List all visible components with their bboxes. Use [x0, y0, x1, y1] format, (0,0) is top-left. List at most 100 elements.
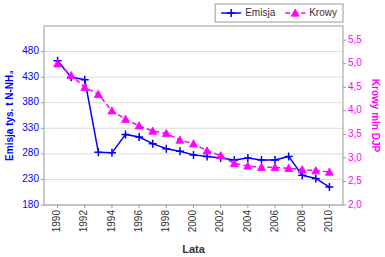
- point: [94, 148, 102, 156]
- y-tick: [41, 51, 44, 52]
- plot-data: [54, 57, 334, 191]
- y2-tick: [343, 40, 346, 41]
- x-tick: [84, 205, 85, 208]
- point: [149, 127, 157, 134]
- y-tick-label: 380: [22, 96, 39, 107]
- legend-entry: Krowy: [285, 7, 337, 18]
- grid-line: [44, 128, 343, 129]
- series: [54, 60, 334, 176]
- x-tick: [220, 205, 221, 208]
- y2-tick: [343, 157, 346, 158]
- legend-label: Krowy: [309, 7, 337, 18]
- chart: 1990199219941996199820002002200420062008…: [0, 0, 385, 257]
- y-tick-label: 180: [22, 199, 39, 210]
- y-tick: [41, 128, 44, 129]
- point: [135, 133, 143, 141]
- point: [108, 149, 116, 157]
- y2-tick-label: 3,5: [348, 128, 362, 139]
- x-tick: [111, 205, 112, 208]
- y2-tick-label: 4,0: [348, 104, 362, 115]
- x-tick: [247, 205, 248, 208]
- y-tick: [41, 179, 44, 180]
- x-tick: [275, 205, 276, 208]
- point: [162, 145, 170, 153]
- x-tick-label: 2002: [214, 210, 225, 233]
- y2-tick: [343, 181, 346, 182]
- y2-tick-label: 2,0: [348, 199, 362, 210]
- point: [94, 90, 102, 97]
- grid-line: [44, 51, 343, 52]
- y2-tick: [343, 205, 346, 206]
- point: [149, 140, 157, 148]
- point: [325, 183, 333, 191]
- x-tick: [329, 205, 330, 208]
- x-tick-label: 2000: [187, 210, 198, 233]
- point: [271, 163, 279, 170]
- point: [298, 166, 306, 173]
- point: [285, 164, 293, 171]
- y2-tick: [343, 63, 346, 64]
- point: [312, 174, 320, 182]
- y-tick: [41, 77, 44, 78]
- x-tick-label: 1998: [160, 210, 171, 233]
- x-tick-label: 1996: [133, 210, 144, 233]
- point: [244, 154, 252, 162]
- y-tick-label: 430: [22, 71, 39, 82]
- y-tick-label: 480: [22, 45, 39, 56]
- x-axis-title: Lata: [182, 243, 206, 255]
- x-tick-label: 1990: [51, 210, 62, 233]
- x-tick: [193, 205, 194, 208]
- legend: Emisja Krowy: [215, 4, 343, 22]
- point: [244, 162, 252, 169]
- x-tick-label: 2010: [323, 210, 334, 233]
- point: [81, 83, 89, 90]
- y-tick: [41, 153, 44, 154]
- y-tick: [41, 102, 44, 103]
- y2-tick-label: 2,5: [348, 175, 362, 186]
- point: [190, 140, 198, 147]
- x-tick-label: 2004: [242, 210, 253, 233]
- grid: [44, 52, 343, 205]
- point: [257, 163, 265, 170]
- grid-line: [44, 77, 343, 78]
- point: [312, 167, 320, 174]
- point: [122, 130, 130, 138]
- y-axis-left: 180230280330380430480: [22, 45, 44, 209]
- point: [176, 136, 184, 143]
- series-line: [58, 64, 330, 172]
- legend-label: Emisja: [245, 7, 275, 18]
- legend-entry: Emisja: [221, 7, 275, 18]
- point: [217, 152, 225, 159]
- point: [176, 147, 184, 155]
- y2-tick-label: 5,0: [348, 57, 362, 68]
- y2-tick-label: 4,5: [348, 81, 362, 92]
- series: [54, 57, 334, 191]
- x-tick: [57, 205, 58, 208]
- y-axis-right: 2,0 2,5 3,0 3,5 4,0 4,5 5,0 5,5: [343, 34, 362, 210]
- x-tick-label: 1994: [106, 210, 117, 233]
- y-tick-label: 280: [22, 147, 39, 158]
- legend-marker: [291, 9, 299, 16]
- x-tick: [302, 205, 303, 208]
- point: [285, 152, 293, 160]
- y-axis-title: Emisja tys. t N-NH₃: [4, 70, 15, 161]
- x-tick-label: 1992: [78, 210, 89, 233]
- point: [230, 160, 238, 167]
- point: [67, 71, 75, 78]
- x-tick-label: 2006: [269, 210, 280, 233]
- point: [108, 107, 116, 114]
- y-tick-label: 330: [22, 122, 39, 133]
- plot-frame: [44, 26, 343, 205]
- legend-marker: [227, 9, 235, 17]
- x-tick: [166, 205, 167, 208]
- y2-axis-title: Krowy mln DJP: [370, 79, 381, 153]
- legend-frame: [215, 4, 343, 22]
- point: [162, 129, 170, 136]
- y2-tick: [343, 87, 346, 88]
- point: [135, 122, 143, 129]
- grid-line: [44, 179, 343, 180]
- y2-tick-label: 5,5: [348, 34, 362, 45]
- point: [54, 60, 62, 67]
- point: [122, 115, 130, 122]
- y2-tick-label: 3,0: [348, 152, 362, 163]
